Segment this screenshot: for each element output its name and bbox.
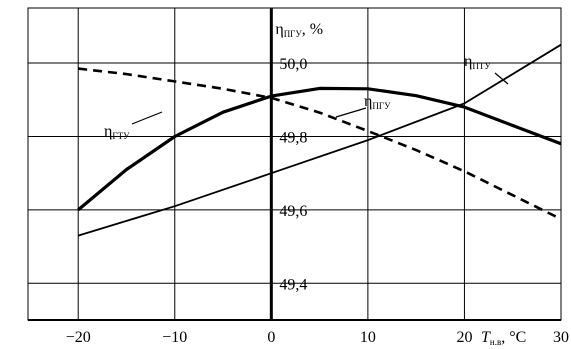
- grid: [27, 7, 562, 321]
- x-tick-label: 0: [267, 329, 275, 346]
- leader-line-ПТУ: [494, 72, 509, 85]
- leader-line-ПГУ: [335, 107, 367, 118]
- x-axis-title: Tн.в, °C: [481, 329, 526, 347]
- series-line-ГТУ: [78, 67, 562, 221]
- series-line-ПГУ: [77, 86, 562, 212]
- series-labels: ηПГУ, % Tн.в, °C ηПТУ ηПГУ ηГТУ: [104, 21, 526, 347]
- series-line-ПТУ: [77, 43, 562, 237]
- plot-frame: [27, 7, 562, 321]
- y-tick-label: 50,0: [279, 56, 307, 73]
- y-tick-label: 49,6: [279, 203, 307, 220]
- y-axis-title: ηПГУ, %: [275, 21, 323, 39]
- x-tick-label: −20: [66, 329, 91, 346]
- y-tick-label: 49,4: [279, 276, 307, 293]
- leader-line-ГТУ: [131, 111, 163, 125]
- series-label-ПГУ: ηПГУ: [364, 93, 391, 111]
- series-label-ГТУ: ηГТУ: [104, 123, 130, 141]
- series-label-ПТУ: ηПТУ: [464, 53, 491, 71]
- axes: [28, 8, 561, 321]
- x-tick-label: 10: [360, 329, 376, 346]
- x-tick-label: 30: [553, 329, 569, 346]
- x-tick-label: 20: [456, 329, 472, 346]
- x-tick-label: −10: [162, 329, 187, 346]
- series-lines: [77, 43, 562, 237]
- y-tick-label: 49,8: [279, 129, 307, 146]
